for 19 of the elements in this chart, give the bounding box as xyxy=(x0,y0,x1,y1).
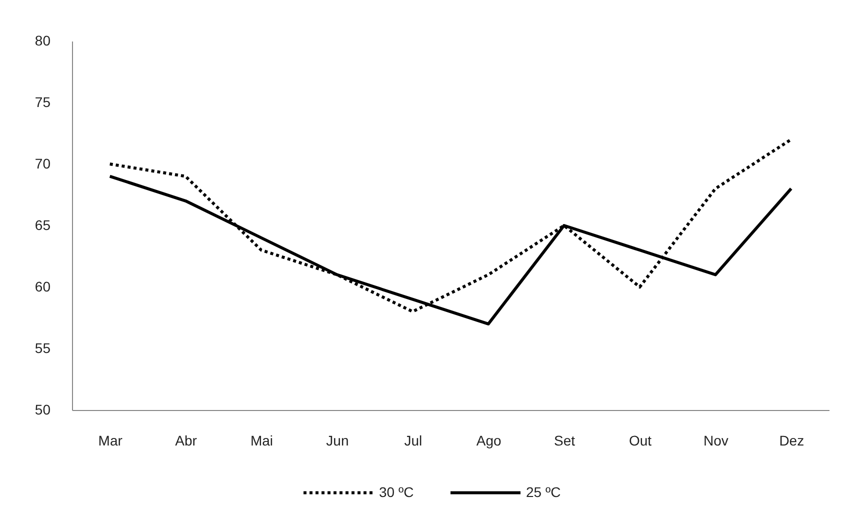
x-tick-label: Abr xyxy=(175,432,198,448)
y-tick-label: 65 xyxy=(34,217,51,233)
x-tick-label: Dez xyxy=(779,432,804,448)
x-tick-label: Jul xyxy=(404,432,422,448)
legend-label: 30 ºC xyxy=(379,484,414,500)
x-tick-label: Mai xyxy=(250,432,274,448)
x-tick-label: Out xyxy=(628,432,652,448)
y-tick-label: 80 xyxy=(34,32,51,48)
legend-label: 25 ºC xyxy=(526,484,561,500)
y-tick-label: 55 xyxy=(34,340,51,356)
y-tick-label: 60 xyxy=(34,278,51,294)
x-tick-label: Set xyxy=(554,432,576,448)
x-tick-label: Jun xyxy=(326,432,349,448)
y-tick-label: 75 xyxy=(34,94,51,110)
y-tick-label: 70 xyxy=(34,156,51,172)
x-tick-label: Mar xyxy=(98,432,123,448)
x-tick-label: Nov xyxy=(703,432,728,448)
x-tick-label: Ago xyxy=(476,432,502,448)
y-tick-label: 50 xyxy=(34,402,51,418)
